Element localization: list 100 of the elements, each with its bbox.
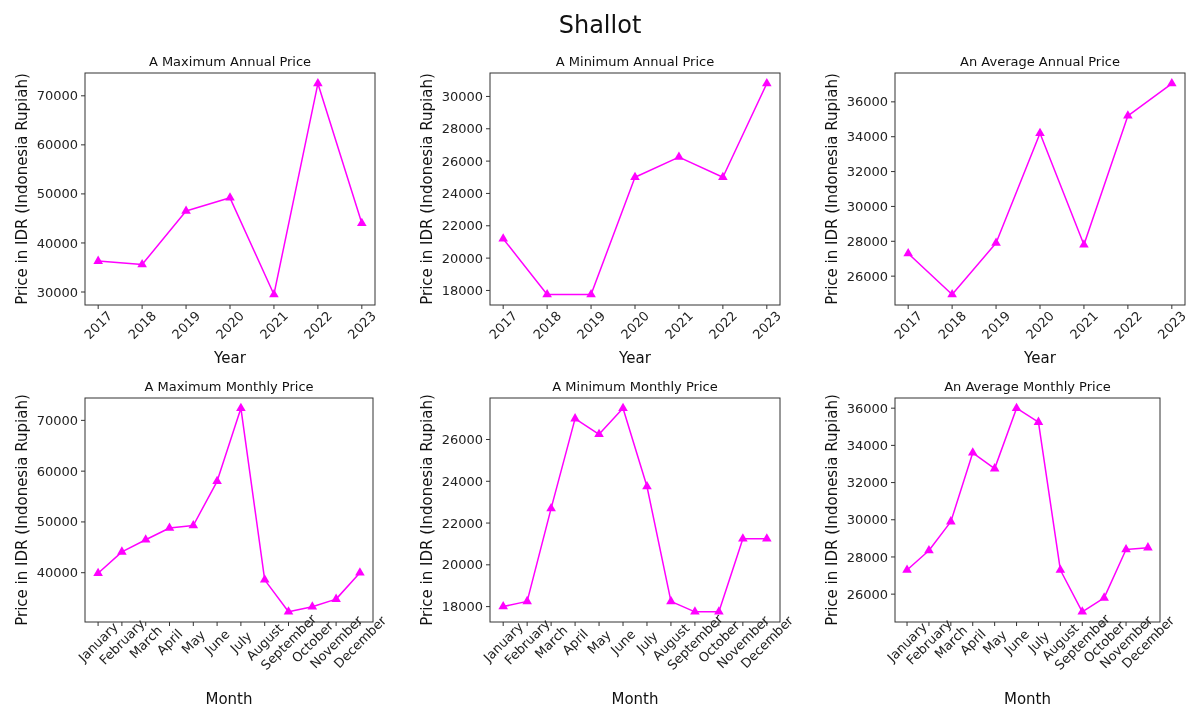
x-axis-title: Year bbox=[213, 349, 247, 367]
y-axis-title: Price in IDR (Indonesia Rupiah) bbox=[13, 73, 31, 305]
y-tick-label: 26000 bbox=[441, 432, 483, 448]
point bbox=[283, 606, 294, 615]
y-tick-label: 24000 bbox=[441, 186, 483, 201]
text: Shallot bbox=[558, 11, 642, 39]
y-tick-label: 30000 bbox=[441, 88, 483, 104]
point bbox=[924, 544, 934, 554]
point bbox=[594, 428, 604, 438]
point bbox=[331, 593, 341, 602]
point bbox=[236, 402, 246, 411]
point bbox=[1079, 239, 1089, 248]
point bbox=[690, 606, 700, 615]
y-axis-title: Price in IDR (Indonesia Rupiah) bbox=[823, 73, 841, 305]
point bbox=[642, 480, 652, 490]
x-axis-title: Year bbox=[1023, 349, 1057, 367]
y-tick-label: 60000 bbox=[36, 137, 78, 153]
y-tick-label: 30000 bbox=[846, 198, 888, 214]
point bbox=[967, 447, 978, 456]
y-tick-label: 20000 bbox=[441, 557, 483, 573]
point bbox=[164, 522, 175, 531]
y-tick-label: 18000 bbox=[441, 599, 483, 615]
y-tick-label: 70000 bbox=[36, 88, 78, 104]
point bbox=[1123, 110, 1133, 119]
chart-title: An Average Annual Price bbox=[960, 54, 1120, 69]
point bbox=[307, 601, 318, 610]
y-tick-label: 36000 bbox=[846, 400, 888, 416]
point bbox=[188, 519, 199, 529]
point bbox=[586, 288, 596, 298]
point bbox=[630, 171, 640, 181]
y-tick-label: 36000 bbox=[846, 94, 888, 110]
point bbox=[618, 402, 628, 411]
y-tick-label: 26000 bbox=[846, 268, 888, 284]
point bbox=[903, 247, 913, 257]
y-tick-label: 50000 bbox=[36, 514, 78, 530]
point bbox=[212, 475, 222, 485]
y-tick-label: 22000 bbox=[441, 515, 483, 531]
point bbox=[902, 564, 912, 573]
x-axis-title: Month bbox=[611, 690, 659, 708]
y-tick-label: 26000 bbox=[441, 153, 483, 169]
chart-title: A Minimum Annual Price bbox=[555, 54, 715, 69]
point bbox=[117, 546, 127, 555]
x-axis-title: Month bbox=[1003, 690, 1052, 708]
point bbox=[946, 516, 956, 525]
point bbox=[674, 151, 684, 160]
point bbox=[269, 288, 279, 298]
y-tick-label: 40000 bbox=[36, 565, 78, 581]
chart-title: A Minimum Monthly Price bbox=[552, 379, 718, 394]
y-tick-label: 32000 bbox=[846, 164, 888, 180]
point bbox=[1077, 606, 1088, 615]
point bbox=[225, 192, 235, 201]
y-tick-label: 50000 bbox=[36, 186, 78, 202]
y-tick-label: 22000 bbox=[441, 218, 483, 234]
point bbox=[1033, 416, 1044, 425]
y-tick-label: 30000 bbox=[846, 512, 888, 528]
point bbox=[357, 217, 367, 227]
point bbox=[93, 567, 103, 576]
point bbox=[522, 595, 532, 605]
point bbox=[1035, 127, 1045, 136]
y-tick-label: 18000 bbox=[441, 283, 483, 298]
y-tick-label: 28000 bbox=[846, 549, 888, 565]
point bbox=[542, 288, 552, 298]
point bbox=[947, 288, 957, 298]
y-tick-label: 34000 bbox=[846, 437, 888, 453]
point bbox=[93, 255, 103, 264]
y-tick-label: 32000 bbox=[846, 475, 888, 491]
y-tick-label: 28000 bbox=[441, 121, 483, 137]
point bbox=[991, 237, 1001, 246]
y-axis-title: Price in IDR (Indonesia Rupiah) bbox=[418, 73, 436, 305]
point bbox=[666, 595, 676, 605]
point bbox=[181, 205, 191, 214]
y-tick-label: 34000 bbox=[846, 129, 888, 145]
y-tick-label: 60000 bbox=[36, 463, 78, 479]
y-tick-label: 20000 bbox=[441, 250, 483, 266]
point bbox=[1011, 402, 1022, 411]
point bbox=[313, 78, 323, 87]
y-tick-label: 26000 bbox=[846, 586, 888, 602]
y-tick-label: 70000 bbox=[36, 412, 78, 428]
point bbox=[1099, 592, 1109, 601]
point bbox=[718, 171, 728, 181]
point bbox=[137, 258, 147, 268]
chart-title: A Maximum Annual Price bbox=[148, 54, 312, 69]
point bbox=[140, 534, 151, 543]
y-tick-label: 28000 bbox=[846, 233, 888, 249]
x-axis-title: Month bbox=[205, 690, 253, 708]
y-tick-label: 24000 bbox=[441, 473, 483, 489]
y-tick-label: 30000 bbox=[36, 284, 78, 300]
point bbox=[1121, 543, 1131, 553]
point bbox=[1167, 78, 1177, 87]
point bbox=[546, 502, 556, 512]
y-axis-title: Price in IDR (Indonesia Rupiah) bbox=[418, 394, 436, 626]
point bbox=[498, 601, 508, 610]
y-tick-label: 40000 bbox=[36, 235, 78, 251]
chart-title: A Maximum Monthly Price bbox=[144, 379, 314, 394]
point bbox=[714, 606, 724, 615]
x-axis-title: Year bbox=[618, 349, 652, 367]
point bbox=[259, 574, 270, 583]
point bbox=[762, 77, 772, 87]
y-axis-title: Price in IDR (Indonesia Rupiah) bbox=[823, 394, 841, 626]
point bbox=[989, 463, 1000, 472]
